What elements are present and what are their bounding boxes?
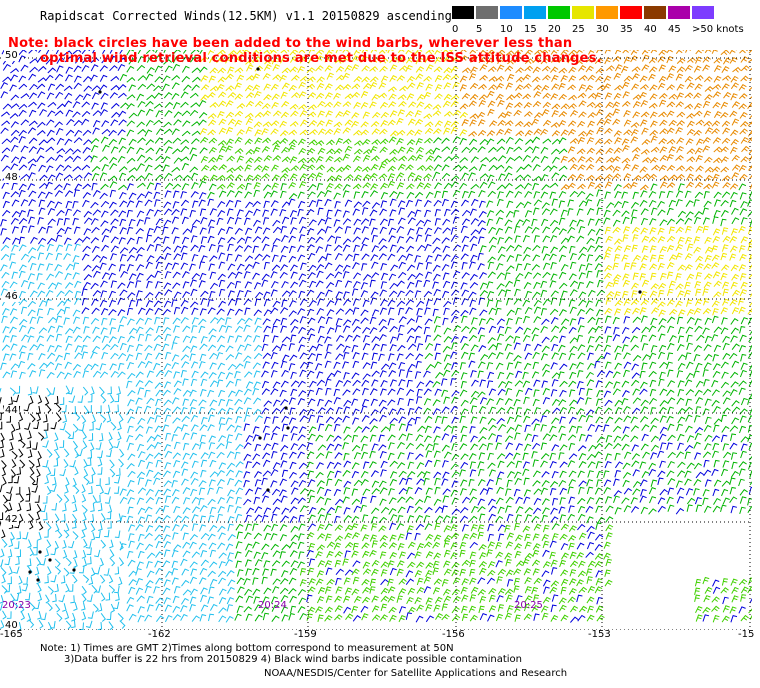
lon-label-159: -159 [294,629,317,640]
lat-label-42: 42 [4,514,19,525]
colorbar-swatch [596,6,618,19]
colorbar-swatch [572,6,594,19]
graticule [0,50,752,630]
colorbar-label: >50 knots [692,24,744,35]
colorbar-label: 40 [644,24,657,35]
lat-label-50: 50 [4,50,19,61]
lon-label-153: -153 [588,629,611,640]
wind-barb-map [0,50,752,630]
colorbar-label: 35 [620,24,633,35]
colorbar-swatch [644,6,666,19]
lon-label-150: -15 [738,629,755,640]
colorbar-label: 5 [476,24,483,35]
contamination-markers [28,67,642,582]
colorbar-label: 20 [548,24,561,35]
colorbar-label: 10 [500,24,513,35]
note-line-1: Note: black circles have been added to t… [8,36,573,51]
colorbar-label: 0 [452,24,459,35]
credit-line: NOAA/NESDIS/Center for Satellite Applica… [264,668,568,679]
colorbar-swatch [620,6,642,19]
lon-label-162: -162 [148,629,171,640]
footnote-line-2: 3)Data buffer is 22 hrs from 20150829 4)… [64,654,522,665]
footnote-line-1: Note: 1) Times are GMT 2)Times along bot… [40,643,454,654]
colorbar-label: 45 [668,24,681,35]
time-label-2025: 20:25 [514,600,543,611]
time-label-2024: 20:24 [258,600,287,611]
colorbar-swatch [476,6,498,19]
lon-label-156: -156 [442,629,465,640]
colorbar-label: 30 [596,24,609,35]
colorbar-swatch [452,6,474,19]
colorbar-label: 15 [524,24,537,35]
colorbar-swatch [668,6,690,19]
colorbar-swatch [524,6,546,19]
note-line-2: optimal wind retrieval conditions are me… [40,51,602,66]
lat-label-44: 44 [4,405,19,416]
map-title: Rapidscat Corrected Winds(12.5KM) v1.1 2… [40,9,452,23]
lon-label-165: -165 [0,629,23,640]
colorbar-label: 25 [572,24,585,35]
lat-label-46: 46 [4,291,19,302]
colorbar-swatch [548,6,570,19]
time-label-2023: 20:23 [2,600,31,611]
wind-barbs [0,50,752,630]
lat-label-40: 40 [4,620,19,631]
colorbar-swatch [500,6,522,19]
colorbar-swatch [692,6,714,19]
lat-label-48: 48 [4,172,19,183]
